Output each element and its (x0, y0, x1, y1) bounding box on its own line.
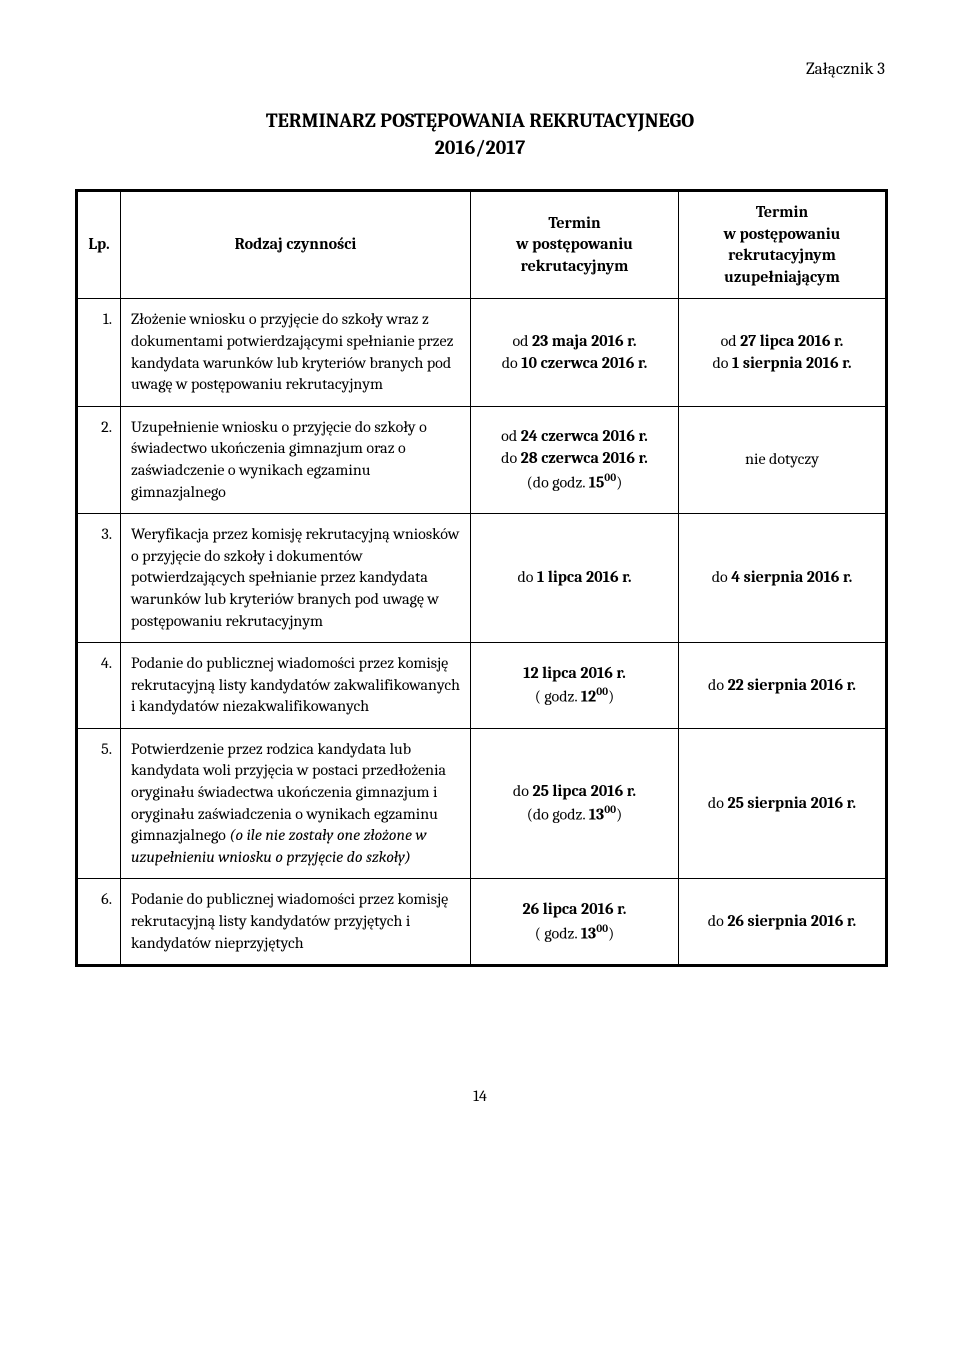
text-part: (do godz. (527, 806, 589, 824)
text-part: (do godz. (527, 473, 589, 491)
text-part: ( godz. (535, 688, 581, 706)
header-desc: Rodzaj czynności (121, 191, 471, 299)
text-part: 12 (581, 688, 596, 706)
text-part: 00 (604, 471, 616, 484)
text-part: do (513, 782, 533, 800)
text-part: od (501, 427, 521, 445)
cell-term1: 12 lipca 2016 r. ( godz. 1200) (471, 643, 679, 729)
text-part: 27 lipca 2016 r. (740, 332, 843, 350)
text-part: od (721, 332, 741, 350)
text-part: Złożenie wniosku o przyjęcie do szkoły w… (131, 310, 453, 393)
text-part: 23 maja 2016 r. (532, 332, 637, 350)
text-part: 1 lipca 2016 r. (537, 568, 632, 586)
text-part: 00 (596, 685, 608, 698)
cell-term1: do 25 lipca 2016 r. (do godz. 1300) (471, 728, 679, 879)
text-part: 00 (604, 803, 616, 816)
text-part: do (517, 568, 537, 586)
table-row: 4.Podanie do publicznej wiadomości przez… (77, 643, 887, 729)
text-part: do (708, 794, 728, 812)
cell-desc: Uzupełnienie wniosku o przyjęcie do szko… (121, 406, 471, 513)
text-part: ) (608, 688, 614, 706)
cell-lp: 6. (77, 879, 121, 966)
text-part: do (501, 449, 521, 467)
text-part: 10 czerwca 2016 r. (521, 354, 647, 372)
cell-lp: 2. (77, 406, 121, 513)
header-term1: Termin w postępowaniu rekrutacyjnym (471, 191, 679, 299)
table-row: 6.Podanie do publicznej wiadomości przez… (77, 879, 887, 966)
table-row: 1.Złożenie wniosku o przyjęcie do szkoły… (77, 299, 887, 406)
text-part: ) (616, 473, 622, 491)
cell-lp: 3. (77, 514, 121, 643)
cell-lp: 4. (77, 643, 121, 729)
text-part: do (708, 912, 728, 930)
cell-term1: od 24 czerwca 2016 r.do 28 czerwca 2016 … (471, 406, 679, 513)
text-part: 4 sierpnia 2016 r. (731, 568, 852, 586)
header-term2-l1: Termin (756, 203, 808, 221)
table-row: 2.Uzupełnienie wniosku o przyjęcie do sz… (77, 406, 887, 513)
text-part: 1 sierpnia 2016 r. (732, 354, 852, 372)
cell-lp: 5. (77, 728, 121, 879)
cell-term2: nie dotyczy (679, 406, 887, 513)
text-part: Podanie do publicznej wiadomości przez k… (131, 890, 448, 951)
text-part: Weryfikacja przez komisję rekrutacyjną w… (131, 525, 459, 629)
page-title-line1: TERMINARZ POSTĘPOWANIA REKRUTACYJNEGO (75, 109, 885, 132)
text-part: 22 sierpnia 2016 r. (728, 676, 856, 694)
header-term2: Termin w postępowaniu rekrutacyjnym uzup… (679, 191, 887, 299)
header-term2-l2: w postępowaniu (724, 225, 841, 243)
text-part: ) (608, 924, 614, 942)
cell-term1: od 23 maja 2016 r. do 10 czerwca 2016 r. (471, 299, 679, 406)
text-part: 28 czerwca 2016 r. (521, 449, 648, 467)
cell-term1: do 1 lipca 2016 r. (471, 514, 679, 643)
table-body: 1.Złożenie wniosku o przyjęcie do szkoły… (77, 299, 887, 966)
table-row: 3.Weryfikacja przez komisję rekrutacyjną… (77, 514, 887, 643)
page-title-line2: 2016/2017 (75, 136, 885, 159)
text-part: 00 (596, 922, 608, 935)
cell-desc: Podanie do publicznej wiadomości przez k… (121, 879, 471, 966)
table-row: 5.Potwierdzenie przez rodzica kandydata … (77, 728, 887, 879)
header-term2-l3: rekrutacyjnym (728, 246, 836, 264)
text-part: ) (616, 806, 622, 824)
cell-term2: do 25 sierpnia 2016 r. (679, 728, 887, 879)
cell-desc: Weryfikacja przez komisję rekrutacyjną w… (121, 514, 471, 643)
header-term1-l1: Termin (548, 214, 600, 232)
text-part: do (708, 676, 728, 694)
text-part: 24 czerwca 2016 r. (521, 427, 648, 445)
header-term2-l4: uzupełniającym (724, 268, 840, 286)
header-lp: Lp. (77, 191, 121, 299)
document-page: Załącznik 3 TERMINARZ POSTĘPOWANIA REKRU… (0, 0, 960, 1145)
cell-desc: Podanie do publicznej wiadomości przez k… (121, 643, 471, 729)
cell-lp: 1. (77, 299, 121, 406)
schedule-table: Lp. Rodzaj czynności Termin w postępowan… (75, 189, 888, 967)
cell-term2: do 26 sierpnia 2016 r. (679, 879, 887, 966)
header-term1-l2: w postępowaniu (516, 235, 633, 253)
cell-desc: Potwierdzenie przez rodzica kandydata lu… (121, 728, 471, 879)
text-part: ( godz. (535, 924, 581, 942)
table-header: Lp. Rodzaj czynności Termin w postępowan… (77, 191, 887, 299)
cell-term1: 26 lipca 2016 r. ( godz. 1300) (471, 879, 679, 966)
text-part: od (512, 332, 532, 350)
text-part: Podanie do publicznej wiadomości przez k… (131, 654, 460, 715)
page-number: 14 (75, 1087, 885, 1105)
text-part: 15 (589, 473, 605, 491)
cell-desc: Złożenie wniosku o przyjęcie do szkoły w… (121, 299, 471, 406)
text-part: nie dotyczy (745, 450, 819, 468)
text-part: do (502, 354, 522, 372)
text-part: Uzupełnienie wniosku o przyjęcie do szko… (131, 418, 427, 501)
text-part: 25 sierpnia 2016 r. (727, 794, 856, 812)
text-part: 12 lipca 2016 r. (523, 664, 626, 682)
cell-term2: do 4 sierpnia 2016 r. (679, 514, 887, 643)
header-term1-l3: rekrutacyjnym (521, 257, 629, 275)
text-part: 26 sierpnia 2016 r. (727, 912, 856, 930)
cell-term2: do 22 sierpnia 2016 r. (679, 643, 887, 729)
text-part: 26 lipca 2016 r. (523, 900, 627, 918)
cell-term2: od 27 lipca 2016 r. do 1 sierpnia 2016 r. (679, 299, 887, 406)
attachment-label: Załącznik 3 (75, 60, 885, 79)
text-part: 25 lipca 2016 r. (532, 782, 636, 800)
text-part: 13 (581, 924, 596, 942)
text-part: 13 (589, 806, 604, 824)
text-part: do (712, 568, 732, 586)
text-part: do (712, 354, 732, 372)
